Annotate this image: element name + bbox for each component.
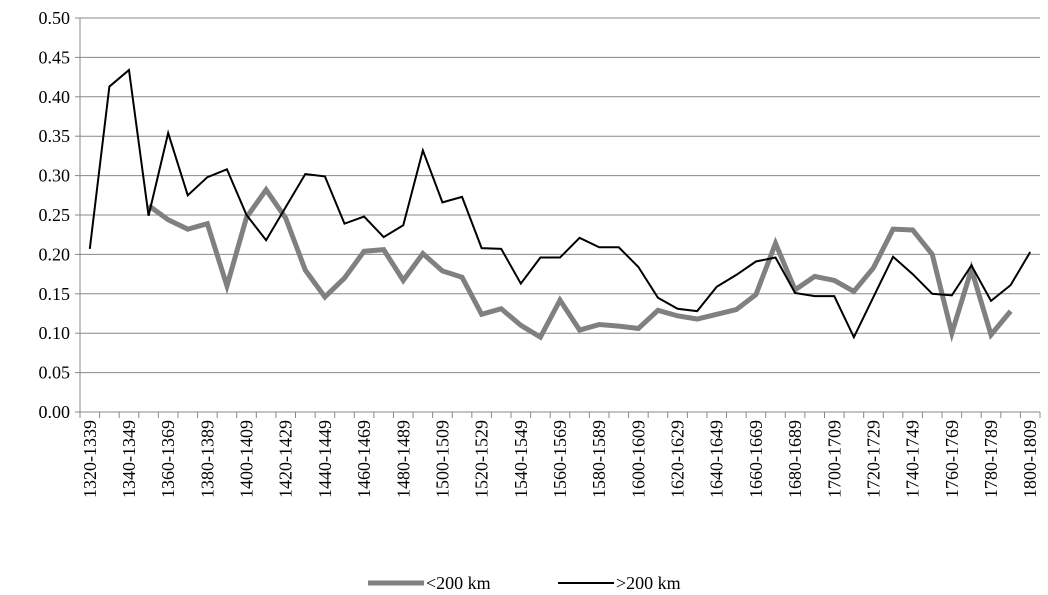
x-tick-label: 1600-1609 [628, 420, 648, 498]
x-tick-label: 1560-1569 [550, 420, 570, 498]
x-tick-label: 1640-1649 [707, 420, 727, 498]
x-tick-label: 1480-1489 [393, 420, 413, 498]
x-tick-label: 1380-1389 [197, 420, 217, 498]
y-tick-label: 0.00 [39, 402, 71, 422]
x-tick-label: 1320-1339 [80, 420, 100, 498]
y-tick-label: 0.30 [39, 166, 71, 186]
x-tick-label: 1720-1729 [863, 420, 883, 498]
x-tick-label: 1500-1509 [432, 420, 452, 498]
y-tick-label: 0.45 [39, 47, 71, 67]
x-tick-label: 1460-1469 [354, 420, 374, 498]
y-tick-label: 0.10 [39, 323, 71, 343]
x-tick-label: 1800-1809 [1020, 420, 1040, 498]
y-tick-label: 0.15 [39, 284, 71, 304]
series-line [88, 68, 1032, 340]
x-tick-label: 1740-1749 [903, 420, 923, 498]
y-tick-label: 0.40 [39, 87, 71, 107]
y-tick-label: 0.20 [39, 244, 71, 264]
x-tick-label: 1440-1449 [315, 420, 335, 498]
x-tick-label: 1780-1789 [981, 420, 1001, 498]
y-tick-label: 0.05 [39, 363, 71, 383]
legend-label: <200 km [426, 573, 491, 593]
x-tick-label: 1360-1369 [158, 420, 178, 498]
x-tick-label: 1700-1709 [824, 420, 844, 498]
y-tick-label: 0.25 [39, 205, 71, 225]
x-tick-label: 1580-1589 [589, 420, 609, 498]
x-tick-label: 1420-1429 [276, 420, 296, 498]
series-line [147, 185, 1013, 343]
x-tick-label: 1620-1629 [668, 420, 688, 498]
x-tick-label: 1340-1349 [119, 420, 139, 498]
y-tick-label: 0.50 [39, 8, 71, 28]
x-tick-label: 1760-1769 [942, 420, 962, 498]
y-tick-label: 0.35 [39, 126, 71, 146]
x-tick-label: 1520-1529 [472, 420, 492, 498]
x-tick-label: 1400-1409 [237, 420, 257, 498]
x-tick-label: 1540-1549 [511, 420, 531, 498]
x-tick-label: 1680-1689 [785, 420, 805, 498]
legend-label: >200 km [616, 573, 681, 593]
x-tick-label: 1660-1669 [746, 420, 766, 498]
